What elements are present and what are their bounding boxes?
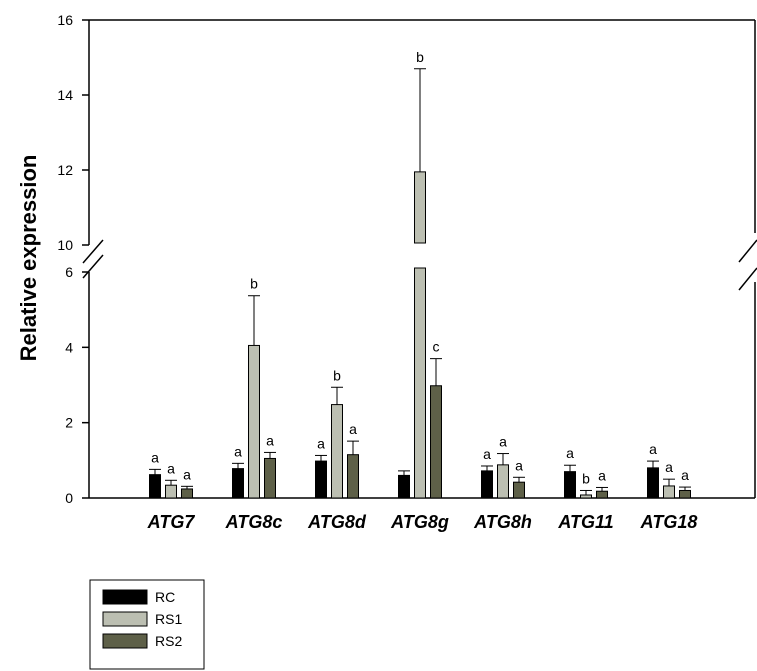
- bar: [414, 267, 426, 499]
- legend-label: RS1: [155, 611, 182, 627]
- significance-letter: a: [649, 441, 657, 457]
- significance-letter: a: [317, 435, 325, 451]
- bar: [564, 471, 576, 499]
- bar: [497, 464, 509, 499]
- significance-letter: b: [333, 367, 341, 383]
- bar: [264, 457, 276, 499]
- significance-letter: a: [681, 467, 689, 483]
- significance-letter: a: [566, 445, 574, 461]
- significance-letter: a: [499, 434, 507, 450]
- axis-break-mark: [82, 254, 104, 279]
- legend: RC RS1 RS2: [89, 579, 205, 670]
- bar: [430, 385, 442, 499]
- significance-letter: a: [598, 467, 606, 483]
- significance-letter: b: [416, 49, 424, 65]
- significance-letter: a: [167, 460, 175, 476]
- bar: [232, 468, 244, 499]
- significance-letter: a: [266, 432, 274, 448]
- x-tick-label: ATG8h: [473, 512, 532, 532]
- bar: [149, 474, 161, 499]
- legend-swatch: [102, 589, 148, 605]
- bar: [331, 404, 343, 499]
- x-tick-label: ATG8d: [307, 512, 367, 532]
- bar: [248, 344, 260, 499]
- significance-letter: a: [234, 443, 242, 459]
- x-tick-label: ATG11: [557, 512, 613, 532]
- legend-swatch: [102, 611, 148, 627]
- y-tick-label: 0: [65, 490, 73, 506]
- axis-break-mark: [738, 239, 757, 263]
- bar: [398, 474, 410, 499]
- y-tick-label: 6: [65, 264, 73, 280]
- bar-upper-segment: [414, 171, 426, 244]
- axis-break-mark: [738, 267, 757, 291]
- y-tick-label: 10: [57, 237, 73, 253]
- y-axis-ticks: 0 2 4 6 10 12 14 16: [57, 12, 89, 506]
- significance-letter: b: [250, 276, 258, 292]
- axis-break-mark: [82, 239, 104, 264]
- y-tick-label: 14: [57, 87, 73, 103]
- bar: [663, 485, 675, 499]
- x-tick-label: ATG7: [147, 512, 196, 532]
- bar: [513, 481, 525, 499]
- significance-letter: a: [665, 459, 673, 475]
- x-tick-label: ATG18: [640, 512, 698, 532]
- bar: [580, 494, 592, 499]
- significance-letter: a: [151, 449, 159, 465]
- significance-letter: a: [483, 446, 491, 462]
- y-tick-label: 2: [65, 415, 73, 431]
- bar: [481, 470, 493, 499]
- legend-label: RC: [155, 589, 175, 605]
- bar: [596, 490, 608, 499]
- y-axis-label: Relative expression: [16, 155, 41, 362]
- bar: [165, 484, 177, 499]
- significance-letter: a: [349, 421, 357, 437]
- significance-letter: b: [582, 470, 590, 486]
- significance-letter: a: [515, 457, 523, 473]
- bar: [679, 489, 691, 499]
- x-tick-label: ATG8g: [390, 512, 449, 532]
- significance-letter: a: [183, 466, 191, 482]
- bar: [315, 460, 327, 499]
- significance-letter: c: [433, 339, 440, 355]
- bar: [347, 454, 359, 499]
- y-tick-label: 4: [65, 339, 73, 355]
- bar: [181, 488, 193, 499]
- legend-swatch: [102, 633, 148, 649]
- x-tick-label: ATG8c: [225, 512, 283, 532]
- bar: [647, 467, 659, 499]
- legend-label: RS2: [155, 633, 182, 649]
- x-axis-labels: ATG7 ATG8c ATG8d ATG8g ATG8h ATG11 ATG18: [147, 512, 698, 532]
- y-tick-label: 16: [57, 12, 73, 28]
- y-tick-label: 12: [57, 162, 73, 178]
